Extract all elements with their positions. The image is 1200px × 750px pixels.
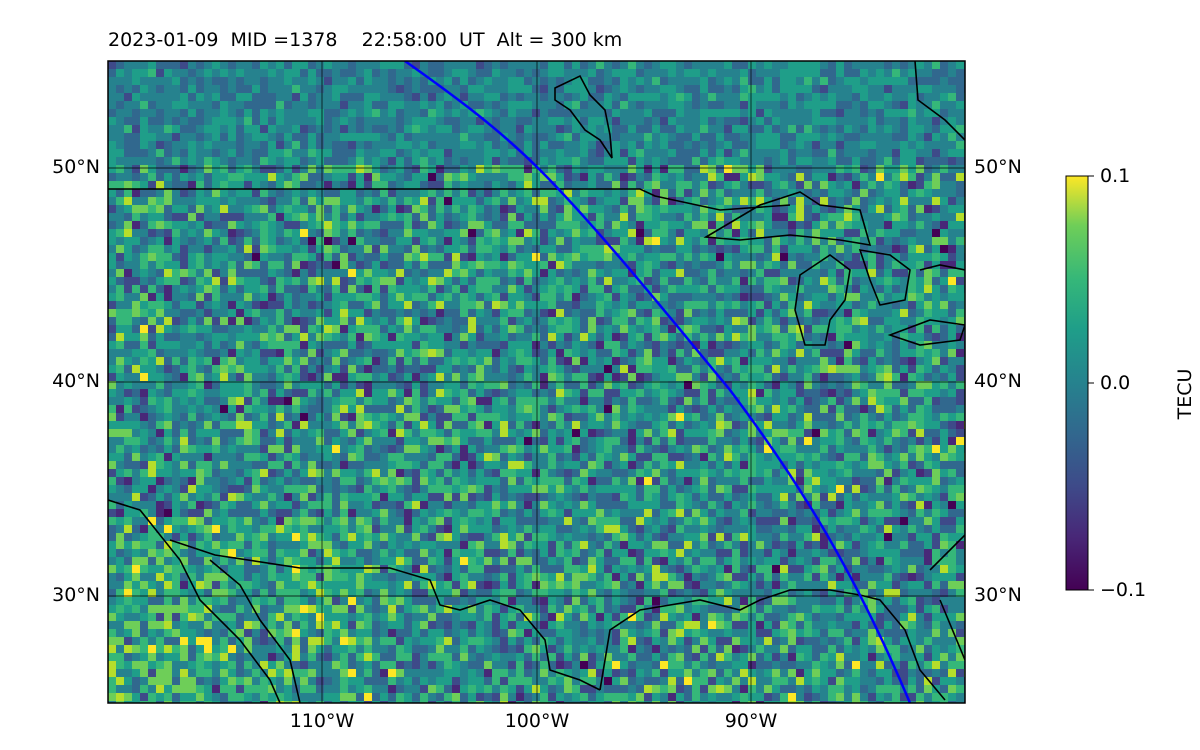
coastlines [108, 61, 965, 703]
lake-michigan [794, 254, 851, 346]
title-date: 2023-01-09 [108, 29, 219, 51]
lon-label-100w: 100°W [504, 710, 570, 732]
hudson-bay-coast [554, 74, 613, 159]
colorbar-tick-zero: 0.0 [1100, 372, 1131, 394]
tec-grid [108, 61, 965, 703]
colorbar-tick-min: −0.1 [1100, 579, 1147, 601]
lon-label-90w: 90°W [724, 710, 778, 732]
hudson-bay-east [914, 61, 965, 141]
title-time: 22:58:00 UT [361, 29, 485, 51]
lat-label-right-30: 30°N [974, 584, 1022, 606]
title-alt: Alt = 300 km [496, 29, 623, 51]
lat-label-left-30: 30°N [52, 584, 100, 606]
mexico-border [169, 539, 601, 691]
map-frame [107, 60, 966, 704]
colorbar-tick-max: 0.1 [1100, 165, 1131, 187]
us-canada-border [108, 188, 791, 211]
florida-east [939, 599, 965, 661]
gulf-of-california [209, 559, 301, 703]
florida [929, 534, 965, 571]
lake-erie-ontario [887, 319, 965, 346]
colorbar-label: TECU [1174, 368, 1196, 420]
gulf-coast [599, 589, 946, 701]
colorbar [1065, 175, 1089, 591]
lake-huron [858, 248, 911, 306]
us-west-coast-baja [108, 499, 281, 703]
title-mid: MID =1378 [230, 29, 338, 51]
lat-label-right-50: 50°N [974, 156, 1022, 178]
lat-label-right-40: 40°N [974, 370, 1022, 392]
lat-label-left-50: 50°N [52, 156, 100, 178]
lat-label-left-40: 40°N [52, 370, 100, 392]
lake-ontario-east [919, 264, 965, 271]
lake-superior [703, 191, 872, 246]
lon-label-110w: 110°W [289, 710, 355, 732]
satellite-track [404, 61, 912, 703]
map-title: 2023-01-09 MID =1378 22:58:00 UT Alt = 3… [108, 29, 622, 51]
